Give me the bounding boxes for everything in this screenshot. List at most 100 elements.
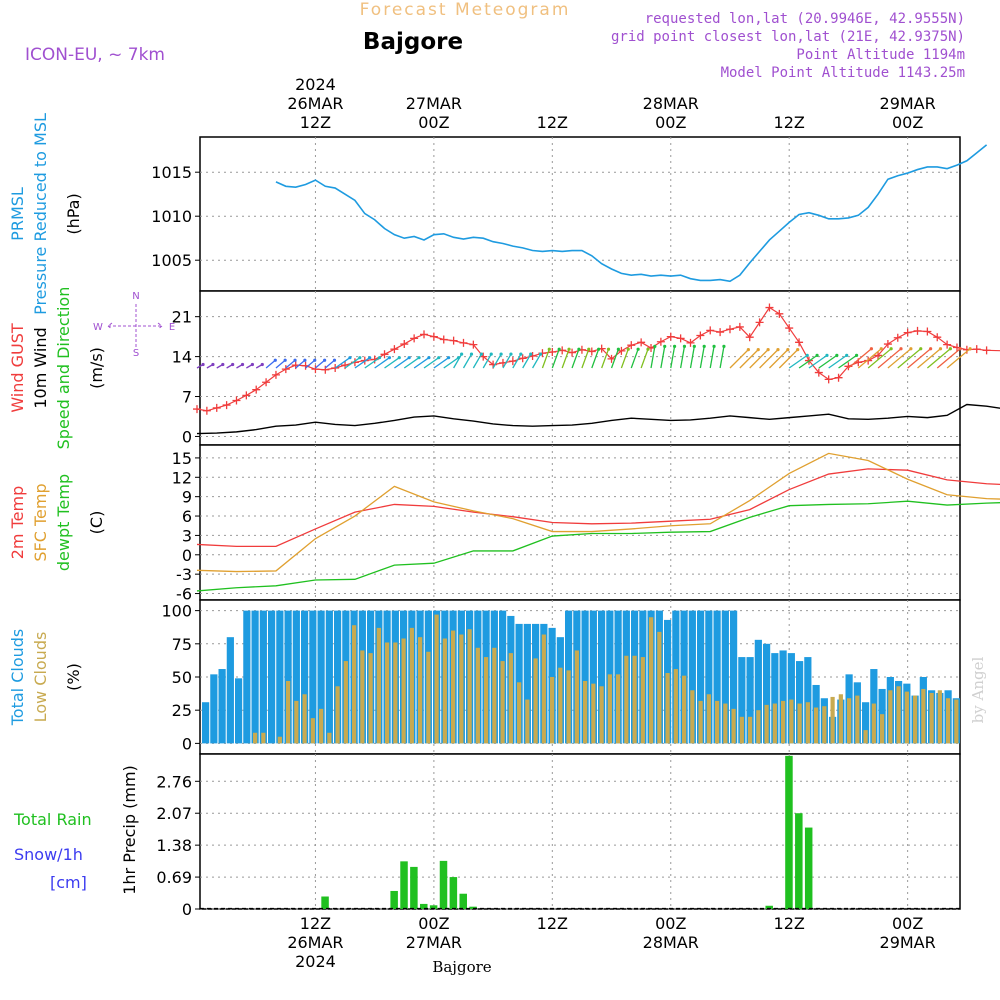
low-cloud-bar <box>888 690 893 744</box>
gust-marker <box>568 348 577 357</box>
low-cloud-bar <box>756 710 761 744</box>
low-cloud-bar <box>508 653 513 744</box>
wind-arrow <box>936 348 961 369</box>
total-cloud-bar <box>804 657 812 744</box>
wind-arrow <box>354 357 371 369</box>
wind-arrow-head <box>250 362 255 367</box>
wind-arrow-head <box>240 362 245 367</box>
low-cloud-bar <box>830 696 835 744</box>
rain-bar <box>469 906 477 909</box>
precip-unit: 1hr Precip (mm) <box>120 765 139 895</box>
low-cloud-bar <box>475 647 480 744</box>
wind-arrow <box>689 346 695 369</box>
gust-marker <box>696 331 705 340</box>
panel-frame <box>199 444 961 601</box>
wind-arrow <box>541 348 550 369</box>
low-cloud-bar <box>847 698 852 744</box>
gust-marker <box>617 346 626 355</box>
rain-bar <box>439 860 448 909</box>
panel-label: Speed and Direction <box>54 287 73 450</box>
low-cloud-bar <box>591 683 596 744</box>
panel-unit: (hPa) <box>64 193 83 234</box>
wind-arrow-head <box>626 347 630 351</box>
wind-arrow <box>295 359 306 369</box>
low-cloud-bar <box>616 674 621 744</box>
low-cloud-bar <box>624 655 629 744</box>
total-cloud-bar <box>771 653 779 744</box>
low-cloud-bar <box>896 686 901 744</box>
total-cloud-bar <box>796 661 804 744</box>
low-cloud-bar <box>723 703 728 744</box>
wind-arrow <box>394 357 410 369</box>
gust-marker <box>420 330 429 339</box>
wind-arrow-head <box>825 353 829 357</box>
wind-arrow <box>709 346 715 369</box>
low-cloud-bar <box>665 673 670 744</box>
rain-bar <box>765 905 773 909</box>
wind-arrow-head <box>587 347 591 351</box>
wind-arrow <box>571 348 580 369</box>
wind-arrow-head <box>879 347 883 351</box>
total-cloud-bar <box>862 702 870 744</box>
wind-arrow <box>679 346 686 369</box>
low-cloud-bar <box>368 653 373 744</box>
total-cloud-bar <box>523 623 531 744</box>
gust-marker <box>676 334 685 343</box>
panel-label: 2m Temp <box>8 486 27 560</box>
wind-arrow-head <box>722 344 726 348</box>
gust-marker <box>874 351 883 360</box>
low-cloud-bar <box>607 674 612 744</box>
y-tick-label: -3 <box>176 565 192 584</box>
wind-arrow-head <box>606 347 611 351</box>
low-cloud-bar <box>913 695 918 744</box>
gust-marker <box>716 328 725 337</box>
panel-label: Low Clouds <box>31 632 50 723</box>
wind-arrow <box>305 359 316 369</box>
low-cloud-bar <box>550 677 555 744</box>
wind-arrow <box>818 354 838 369</box>
panel-label: dewpt Temp <box>54 474 73 571</box>
wind-arrow <box>848 348 872 369</box>
low-cloud-bar <box>376 627 381 744</box>
wind-arrow-head <box>499 352 503 356</box>
panel-label: Wind GUST <box>8 323 27 413</box>
wind-arrow <box>739 349 759 369</box>
wind-arrow-head <box>889 347 893 351</box>
wind-arrow-head <box>519 352 523 356</box>
low-cloud-bar <box>393 642 398 744</box>
compass-east: E <box>169 322 175 333</box>
wind-arrow <box>344 357 361 369</box>
low-cloud-bar <box>805 702 810 744</box>
total-cloud-bar <box>210 674 218 744</box>
rain-label: Total Rain <box>13 810 92 829</box>
low-cloud-bar <box>583 680 588 744</box>
low-cloud-bar <box>253 732 258 744</box>
wind-arrow <box>769 349 789 369</box>
low-cloud-bar <box>385 642 390 744</box>
wind-arrow <box>610 348 619 369</box>
total-cloud-bar <box>259 610 267 744</box>
wind-arrow-head <box>538 352 543 356</box>
wind-arrow-head <box>796 348 800 352</box>
wind-arrow-head <box>201 362 205 367</box>
gust-marker <box>548 348 557 357</box>
panel-label: PRMSL <box>8 187 27 241</box>
total-cloud-bar <box>276 610 284 744</box>
bottom-tick-label: 12Z <box>300 914 331 933</box>
wind-arrow-head <box>447 356 451 360</box>
total-cloud-bar <box>202 702 210 744</box>
location-title: Bajgore <box>363 29 463 55</box>
low-cloud-bar <box>640 657 645 744</box>
wind-arrow <box>828 354 848 369</box>
low-cloud-bar <box>781 700 786 744</box>
wind-arrow-head <box>211 362 215 367</box>
wind-arrow <box>384 357 400 369</box>
gust-marker <box>893 333 902 342</box>
y-tick-label: 2.07 <box>156 804 192 823</box>
wind-arrow-head <box>968 347 972 351</box>
top-tick-label: 29MAR <box>880 94 936 113</box>
wind-arrow-head <box>835 353 839 357</box>
wind-arrow-head <box>776 348 780 352</box>
y-tick-label: 1010 <box>151 207 192 226</box>
